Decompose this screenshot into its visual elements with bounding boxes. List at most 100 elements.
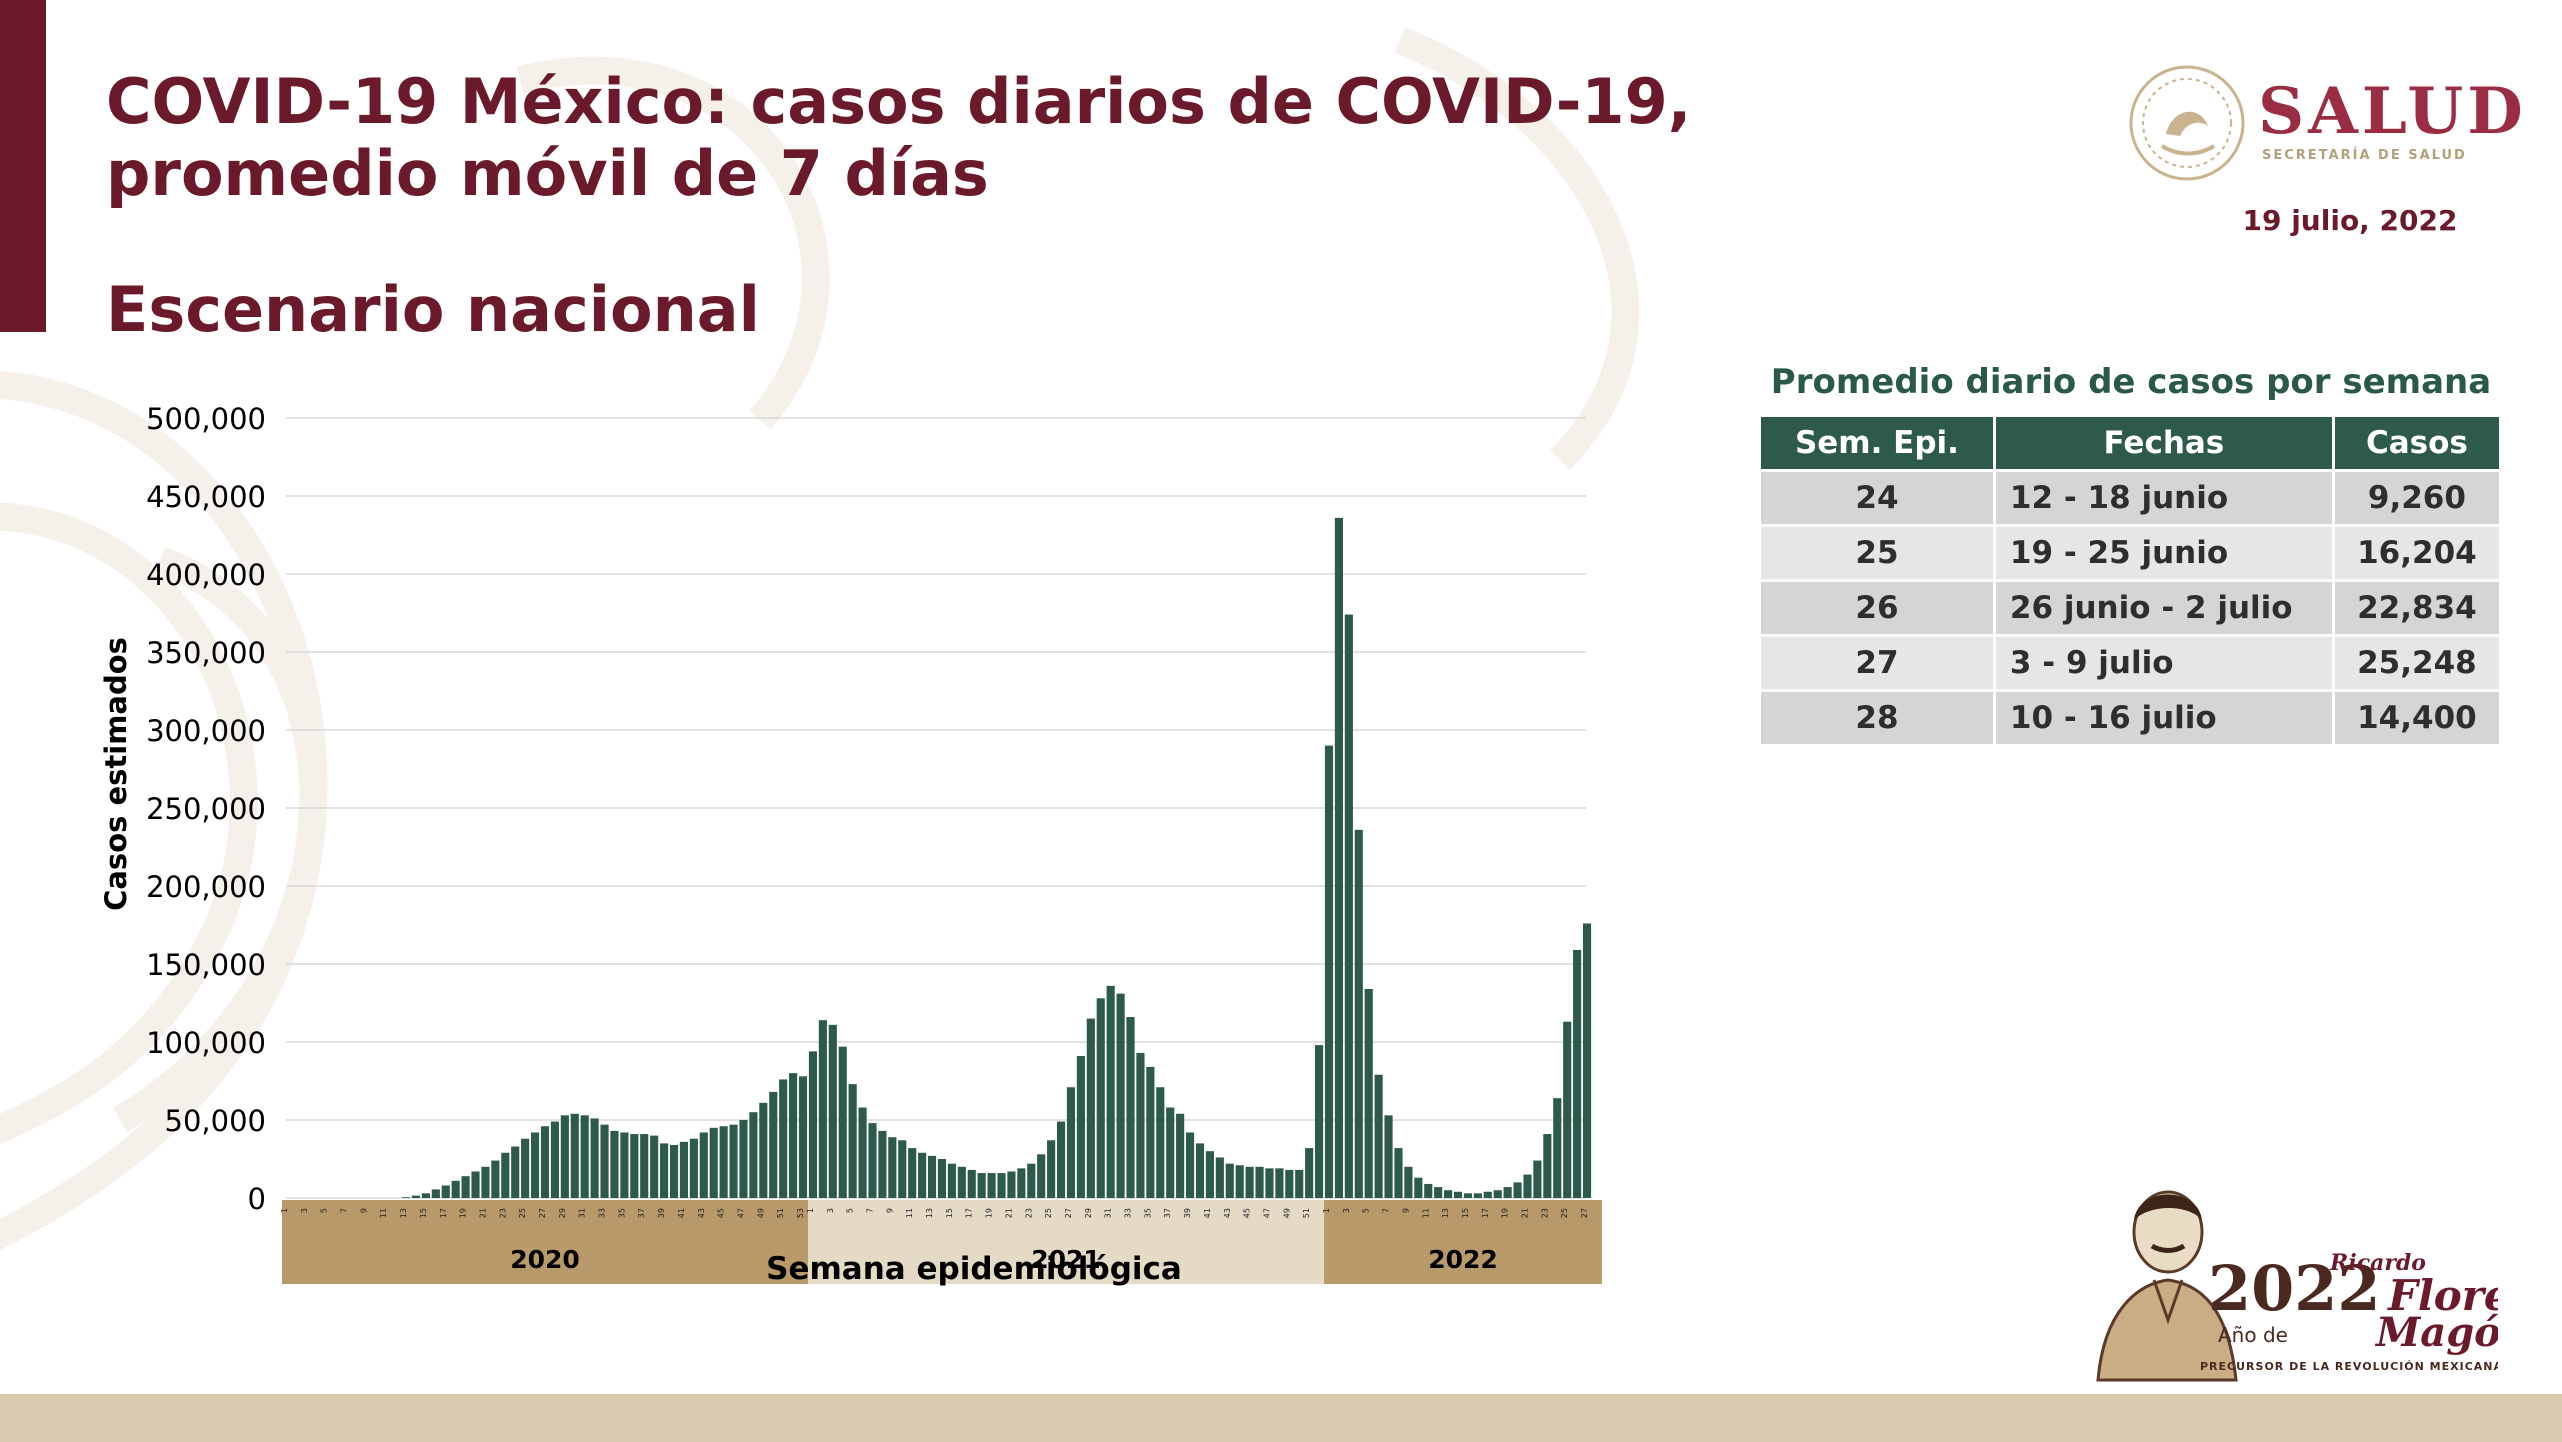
x-axis-label: Semana epidemiológica bbox=[766, 1251, 1182, 1287]
bar bbox=[1394, 1148, 1403, 1198]
header-cases: Casos bbox=[2334, 417, 2499, 469]
bar bbox=[918, 1152, 927, 1198]
bar bbox=[1166, 1107, 1175, 1198]
x-tick-label: 33 bbox=[598, 1208, 607, 1218]
bar bbox=[1563, 1021, 1572, 1198]
bar bbox=[590, 1118, 599, 1198]
table-row: 24 12 - 18 junio 9,260 bbox=[1761, 472, 2499, 524]
bar bbox=[1513, 1182, 1522, 1198]
x-tick-label: 29 bbox=[558, 1208, 567, 1218]
bar bbox=[1523, 1174, 1532, 1198]
x-tick-label: 23 bbox=[498, 1208, 507, 1218]
daily-cases-chart: 500,000450,000400,000350,000300,000250,0… bbox=[99, 402, 1602, 1287]
footer-name-3: Magón bbox=[2374, 1309, 2498, 1356]
x-tick-label: 19 bbox=[459, 1208, 468, 1218]
x-tick-label: 31 bbox=[578, 1208, 587, 1218]
table-row: 28 10 - 16 julio 14,400 bbox=[1761, 692, 2499, 744]
y-tick-label: 350,000 bbox=[146, 636, 266, 670]
x-tick-label: 49 bbox=[756, 1208, 765, 1218]
y-tick-label: 100,000 bbox=[146, 1026, 266, 1060]
bar bbox=[1265, 1168, 1274, 1198]
y-tick-label: 0 bbox=[248, 1182, 266, 1216]
bar bbox=[1503, 1187, 1512, 1198]
bar bbox=[858, 1107, 867, 1198]
x-tick-label: 41 bbox=[1203, 1208, 1212, 1218]
bar bbox=[451, 1180, 460, 1198]
bar bbox=[1176, 1113, 1185, 1198]
cell-week: 28 bbox=[1761, 692, 1993, 744]
x-tick-label: 35 bbox=[1143, 1208, 1152, 1218]
x-tick-label: 25 bbox=[518, 1208, 527, 1218]
header-dates: Fechas bbox=[1995, 417, 2332, 469]
bar bbox=[1056, 1121, 1066, 1198]
bar bbox=[689, 1138, 698, 1198]
x-tick-label: 39 bbox=[657, 1208, 666, 1218]
x-tick-label: 51 bbox=[1302, 1208, 1311, 1218]
bar bbox=[1285, 1169, 1294, 1198]
bar bbox=[1533, 1160, 1542, 1198]
footer-year: 2022 bbox=[2208, 1252, 2381, 1325]
x-tick-label: 25 bbox=[1560, 1208, 1569, 1218]
x-tick-label: 11 bbox=[379, 1208, 388, 1218]
bar bbox=[669, 1144, 679, 1198]
header-week: Sem. Epi. bbox=[1761, 417, 1993, 469]
bar bbox=[1116, 993, 1125, 1198]
bar bbox=[749, 1112, 758, 1198]
bar bbox=[898, 1140, 907, 1198]
bar bbox=[1493, 1190, 1502, 1198]
x-tick-label: 15 bbox=[1461, 1208, 1470, 1218]
x-tick-label: 51 bbox=[776, 1208, 785, 1218]
year-band: 2020 2021 2022 bbox=[282, 1200, 1602, 1284]
bar bbox=[1136, 1052, 1145, 1198]
bar bbox=[411, 1195, 421, 1198]
x-tick-label: 19 bbox=[1501, 1208, 1510, 1218]
bar bbox=[471, 1171, 480, 1198]
cell-week: 26 bbox=[1761, 582, 1993, 634]
x-tick-label: 9 bbox=[885, 1208, 894, 1213]
portrait-illustration-icon bbox=[2096, 1190, 2238, 1382]
y-tick-label: 400,000 bbox=[146, 558, 266, 592]
bar bbox=[560, 1115, 569, 1198]
x-tick-label: 43 bbox=[697, 1208, 706, 1218]
bar bbox=[1066, 1087, 1076, 1198]
cell-week: 24 bbox=[1761, 472, 1993, 524]
bar bbox=[1344, 614, 1353, 1198]
y-tick-label: 300,000 bbox=[146, 714, 266, 748]
table-row: 26 26 junio - 2 julio 22,834 bbox=[1761, 582, 2499, 634]
cell-cases: 25,248 bbox=[2334, 637, 2499, 689]
cell-week: 25 bbox=[1761, 527, 1993, 579]
bar bbox=[1235, 1165, 1244, 1198]
x-tick-label: 23 bbox=[1540, 1208, 1549, 1218]
y-tick-label: 200,000 bbox=[146, 870, 266, 904]
bar bbox=[838, 1046, 847, 1198]
bar bbox=[868, 1123, 877, 1198]
x-tick-label: 37 bbox=[637, 1208, 646, 1218]
bar bbox=[1245, 1166, 1254, 1198]
x-tick-label: 11 bbox=[1421, 1208, 1430, 1218]
bar bbox=[1076, 1056, 1085, 1198]
x-tick-label: 21 bbox=[1520, 1208, 1529, 1218]
x-tick-label: 11 bbox=[905, 1208, 914, 1218]
year-band-segment bbox=[1324, 1200, 1602, 1284]
bar bbox=[848, 1084, 857, 1198]
bar bbox=[798, 1076, 808, 1198]
year-band-segment bbox=[282, 1200, 808, 1284]
national-seal-icon bbox=[2129, 65, 2245, 181]
year-label: 2021 bbox=[1031, 1245, 1101, 1274]
bar bbox=[719, 1126, 728, 1198]
footer-prefix: Año de bbox=[2218, 1323, 2288, 1347]
bar bbox=[600, 1124, 609, 1198]
year-band-segment bbox=[807, 1200, 1325, 1284]
bar bbox=[1047, 1140, 1056, 1198]
x-tick-label: 17 bbox=[965, 1208, 974, 1218]
bar bbox=[481, 1166, 490, 1198]
cell-week: 27 bbox=[1761, 637, 1993, 689]
bar bbox=[1195, 1143, 1205, 1198]
x-tick-label: 27 bbox=[1580, 1208, 1589, 1218]
bar bbox=[1027, 1163, 1036, 1198]
cell-cases: 14,400 bbox=[2334, 692, 2499, 744]
x-tick-label: 7 bbox=[340, 1208, 349, 1213]
cell-dates: 26 junio - 2 julio bbox=[1995, 582, 2332, 634]
bar bbox=[1483, 1191, 1492, 1198]
cell-dates: 10 - 16 julio bbox=[1995, 692, 2332, 744]
